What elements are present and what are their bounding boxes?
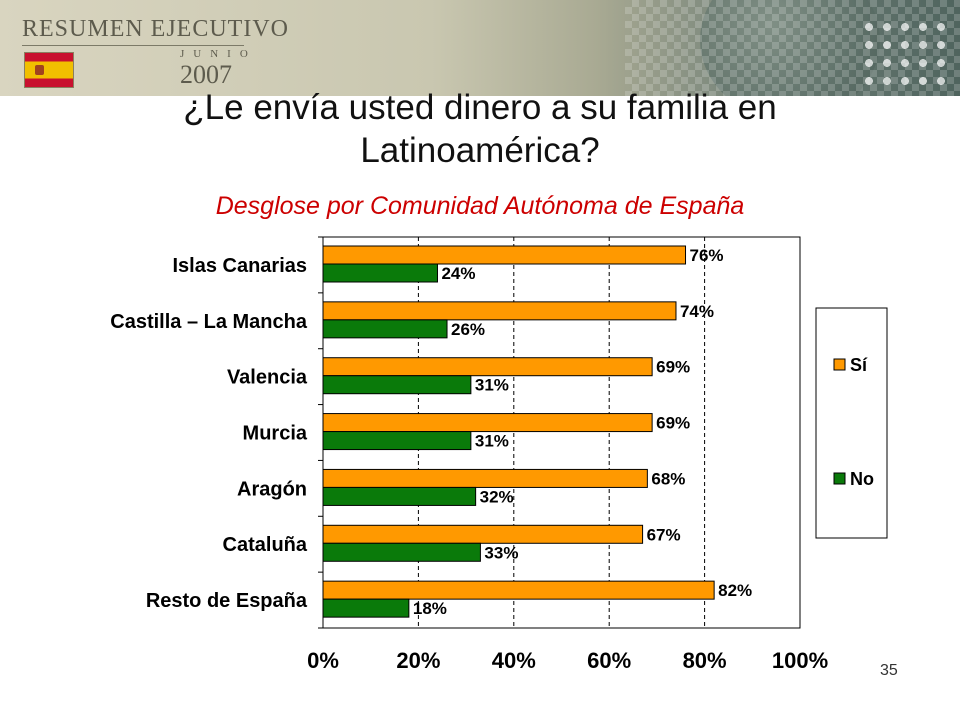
globe-decoration: [700, 0, 880, 96]
data-label: 76%: [690, 246, 724, 265]
bar-si: [322, 413, 653, 433]
legend-label: No: [850, 469, 874, 489]
banner-month: JUNIO: [180, 48, 257, 60]
bar-si: [322, 524, 644, 544]
category-label: Islas Canarias: [172, 255, 307, 277]
bar-si: [322, 301, 677, 321]
data-label: 24%: [441, 264, 475, 283]
bar-no: [322, 431, 472, 451]
bar-no: [322, 319, 448, 339]
legend-swatch-no: [833, 472, 846, 485]
data-label: 26%: [451, 320, 485, 339]
x-tick-label: 20%: [396, 648, 440, 673]
legend-swatch-si: [833, 358, 846, 371]
data-label: 31%: [475, 376, 509, 395]
legend-label: Sí: [850, 355, 868, 375]
x-tick-label: 80%: [683, 648, 727, 673]
header-banner: RESUMEN EJECUTIVO JUNIO 2007: [0, 0, 960, 96]
data-label: 31%: [475, 432, 509, 451]
category-label: Valencia: [227, 367, 308, 389]
legend-box: [815, 307, 888, 539]
data-label: 74%: [680, 302, 714, 321]
data-label: 33%: [484, 543, 518, 562]
slide-title-line2: Latinoamérica?: [360, 131, 600, 170]
data-label: 69%: [656, 414, 690, 433]
category-label: Resto de España: [146, 590, 308, 612]
category-label: Cataluña: [223, 534, 308, 556]
x-tick-label: 40%: [492, 648, 536, 673]
data-label: 32%: [480, 487, 514, 506]
flag-seal: [35, 65, 44, 75]
banner-divider: [22, 45, 244, 46]
x-tick-label: 60%: [587, 648, 631, 673]
spain-flag-icon: [24, 52, 74, 88]
x-tick-label: 100%: [772, 648, 828, 673]
data-label: 69%: [656, 358, 690, 377]
data-label: 68%: [651, 469, 685, 488]
bar-no: [322, 542, 481, 562]
bar-no: [322, 263, 438, 283]
page-number: 35: [880, 662, 898, 679]
data-label: 18%: [413, 599, 447, 618]
bar-no: [322, 375, 472, 395]
x-tick-label: 0%: [307, 648, 339, 673]
bar-si: [322, 468, 648, 488]
slide-subtitle: Desglose por Comunidad Autónoma de Españ…: [215, 192, 745, 220]
data-label: 67%: [647, 525, 681, 544]
stars-decoration: [860, 18, 950, 88]
category-label: Castilla – La Mancha: [110, 311, 308, 333]
category-label: Aragón: [237, 478, 307, 500]
slide-title: ¿Le envía usted dinero a su familia en L…: [60, 86, 900, 172]
banner-year: 2007: [180, 60, 232, 89]
bar-no: [322, 486, 477, 506]
slide-title-line1: ¿Le envía usted dinero a su familia en: [183, 88, 777, 127]
bar-si: [322, 357, 653, 377]
category-label: Murcia: [243, 423, 308, 445]
bar-si: [322, 580, 715, 600]
data-label: 82%: [718, 581, 752, 600]
bar-si: [322, 245, 687, 265]
bar-no: [322, 598, 410, 618]
banner-title: RESUMEN EJECUTIVO: [22, 16, 289, 42]
